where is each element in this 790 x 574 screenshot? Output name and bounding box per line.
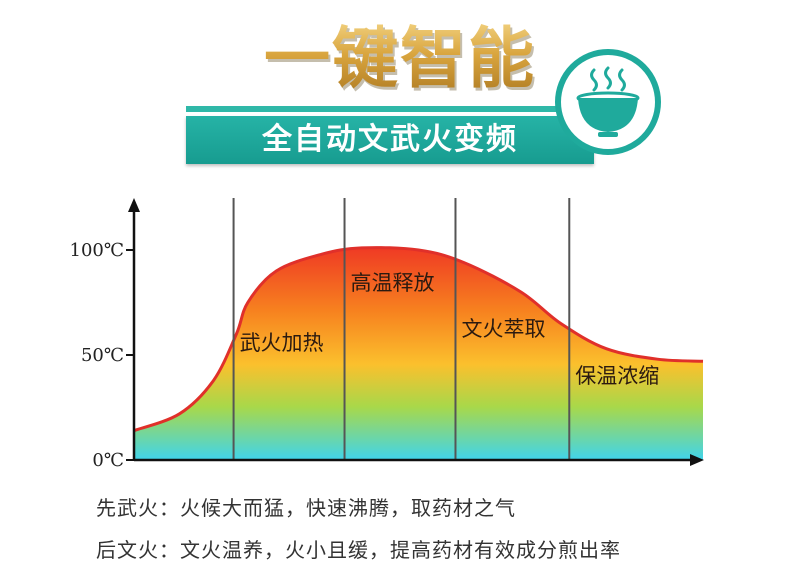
x-axis-arrow: [690, 454, 704, 466]
temperature-curve: [133, 246, 704, 433]
y-tick-label: 50℃: [81, 345, 124, 366]
subtitle-banner: 全自动文武火变频: [186, 116, 594, 164]
phase-label: 武火加热: [240, 331, 324, 355]
temperature-area: [134, 247, 703, 460]
banner-accent-stripe: [186, 106, 616, 112]
phase-label: 保温浓缩: [575, 364, 659, 388]
page-title: 一键智能: [240, 14, 560, 104]
steaming-bowl-icon: [555, 49, 661, 155]
banner-subtitle: 全自动文武火变频: [262, 122, 518, 157]
y-axis-arrow: [128, 198, 140, 212]
y-tick-label: 0℃: [92, 450, 124, 471]
y-tick-label: 100℃: [70, 240, 125, 261]
phase-label: 高温释放: [351, 271, 435, 295]
phase-label: 文火萃取: [461, 317, 545, 341]
note-martial-fire: 先武火：火候大而猛，快速沸腾，取药材之气: [96, 496, 516, 520]
note-gentle-fire: 后文火：文火温养，火小且缓，提高药材有效成分煎出率: [96, 538, 621, 562]
